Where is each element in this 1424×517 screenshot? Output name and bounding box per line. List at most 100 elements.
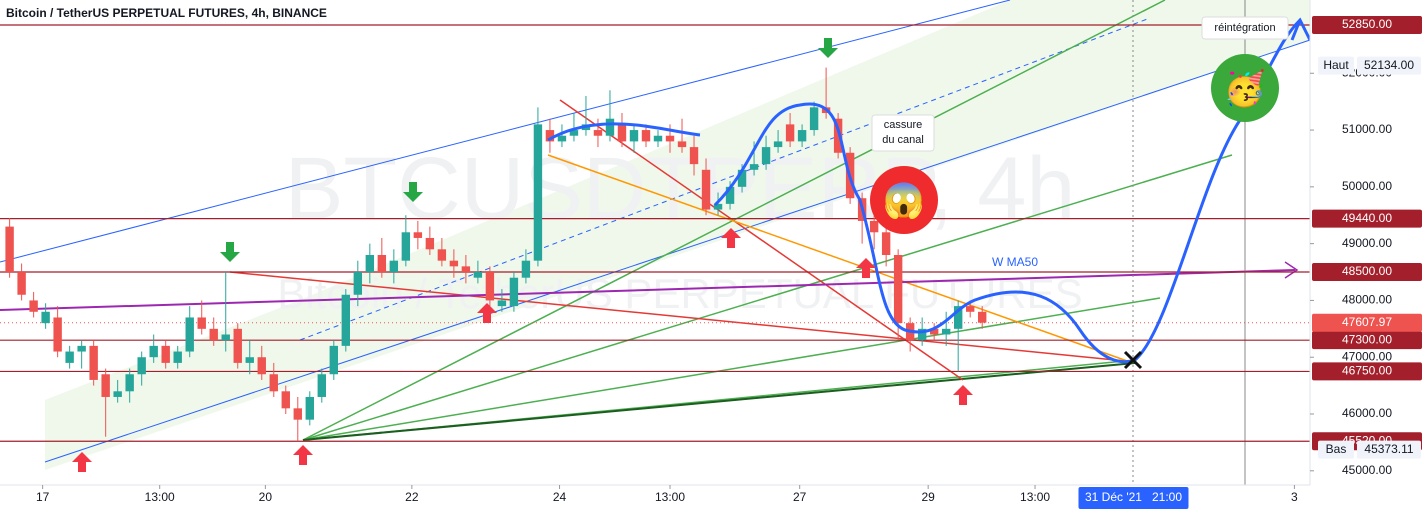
- emoji-badge: [1211, 54, 1279, 122]
- extreme-name: Bas: [1326, 442, 1347, 456]
- time-axis: [0, 485, 1424, 512]
- note-box: [871, 114, 935, 152]
- candle-body: [569, 130, 579, 136]
- emoji: 🥳: [1224, 68, 1266, 108]
- candle-body: [293, 408, 302, 420]
- candle-body: [809, 107, 819, 131]
- note-box: [1201, 16, 1289, 40]
- x-tick-label: 13:00: [145, 490, 175, 504]
- candle-body: [713, 203, 723, 210]
- candle-body: [461, 266, 471, 273]
- candle-body: [785, 124, 795, 142]
- extreme-value: 52134.00: [1364, 58, 1414, 72]
- ma-arrow: [1284, 261, 1299, 279]
- x-tick-label: 13:00: [655, 490, 685, 504]
- y-tick-label: 49000.00: [1342, 236, 1392, 250]
- candle-body: [449, 260, 459, 267]
- candle-body: [833, 118, 843, 153]
- candle-body: [77, 345, 86, 352]
- last-price-label: 47607.97: [1342, 315, 1392, 329]
- level-label: 47300.00: [1342, 332, 1392, 346]
- candle-body: [797, 130, 807, 142]
- extreme-name: Haut: [1323, 58, 1349, 72]
- candle-body: [485, 272, 495, 301]
- candle-body: [221, 334, 230, 341]
- candle-body: [197, 317, 206, 329]
- candle-body: [53, 317, 62, 352]
- candle-body: [149, 345, 158, 358]
- candle-body: [605, 118, 615, 136]
- ma-line: [0, 269, 1296, 311]
- candle-body: [269, 374, 278, 392]
- red-line: [559, 99, 964, 381]
- channel-bottom: [44, 39, 1311, 463]
- x-tick-label: 27: [793, 490, 807, 504]
- level-label-box: [1312, 15, 1422, 34]
- y-tick-label: 46000.00: [1342, 406, 1392, 420]
- x-tick-label: 17: [36, 490, 50, 504]
- candle-body: [113, 391, 122, 397]
- candle-body: [233, 328, 242, 363]
- cursor-time: 31 Déc '21 21:00: [1085, 490, 1182, 504]
- candle-body: [89, 345, 98, 380]
- candle-body: [953, 306, 963, 329]
- note: réintégration: [1214, 22, 1275, 34]
- candle-body: [557, 135, 567, 142]
- emoji-badge: [870, 166, 938, 234]
- candle-body: [725, 186, 735, 204]
- x-tick-label: 24: [553, 490, 567, 504]
- extreme-value-box: [1357, 440, 1421, 459]
- extreme-name-box: [1318, 56, 1354, 75]
- orange-line: [547, 154, 1131, 363]
- candle-body: [497, 300, 507, 307]
- down-arrows: [220, 38, 838, 262]
- candle-body: [305, 396, 314, 420]
- cursor-time-box: [1078, 487, 1189, 509]
- candle-body: [425, 237, 435, 250]
- candle-body: [173, 351, 182, 363]
- candle-body: [161, 345, 170, 363]
- candle-body: [893, 254, 903, 324]
- x-tick-label: 3: [1291, 490, 1298, 504]
- candle-body: [749, 164, 759, 170]
- candle-body: [881, 232, 891, 255]
- level-label: 52850.00: [1342, 17, 1392, 31]
- candle-body: [929, 328, 939, 335]
- drawings: BTCUSDTPERP, 4h Bitcoin / TetherUS PERPE…: [0, 0, 1312, 485]
- channel-mid: [299, 17, 1151, 341]
- y-tick-label: 50000.00: [1342, 179, 1392, 193]
- candle-body: [593, 130, 603, 136]
- candle-body: [761, 147, 771, 165]
- candle-body: [689, 147, 699, 165]
- y-tick-label: 45000.00: [1342, 463, 1392, 477]
- candle-body: [701, 169, 711, 210]
- candle-body: [17, 272, 26, 295]
- candle-body: [137, 357, 146, 375]
- candles: [5, 67, 987, 442]
- candle-body: [977, 311, 987, 323]
- level-label-box: [1312, 263, 1422, 282]
- candle-body: [65, 351, 74, 363]
- target-marker: [1123, 350, 1143, 370]
- candle-body: [377, 254, 387, 273]
- candle-body: [665, 135, 675, 142]
- candle-body: [521, 260, 531, 278]
- candle-body: [329, 345, 339, 375]
- candle-body: [965, 306, 975, 312]
- x-tick-label: 22: [405, 490, 419, 504]
- candle-body: [653, 135, 663, 142]
- candle-body: [365, 254, 375, 273]
- candle-body: [125, 374, 134, 392]
- candle-body: [185, 317, 194, 352]
- candle-body: [281, 391, 290, 409]
- candle-body: [41, 311, 50, 324]
- levels: [0, 24, 1310, 442]
- candle-body: [869, 220, 879, 233]
- candle-body: [473, 272, 483, 278]
- note: du canal: [882, 134, 924, 146]
- level-label: 46750.00: [1342, 364, 1392, 378]
- candle-body: [389, 260, 399, 273]
- level-label-box: [1312, 209, 1422, 228]
- level-label-box: [1312, 331, 1422, 350]
